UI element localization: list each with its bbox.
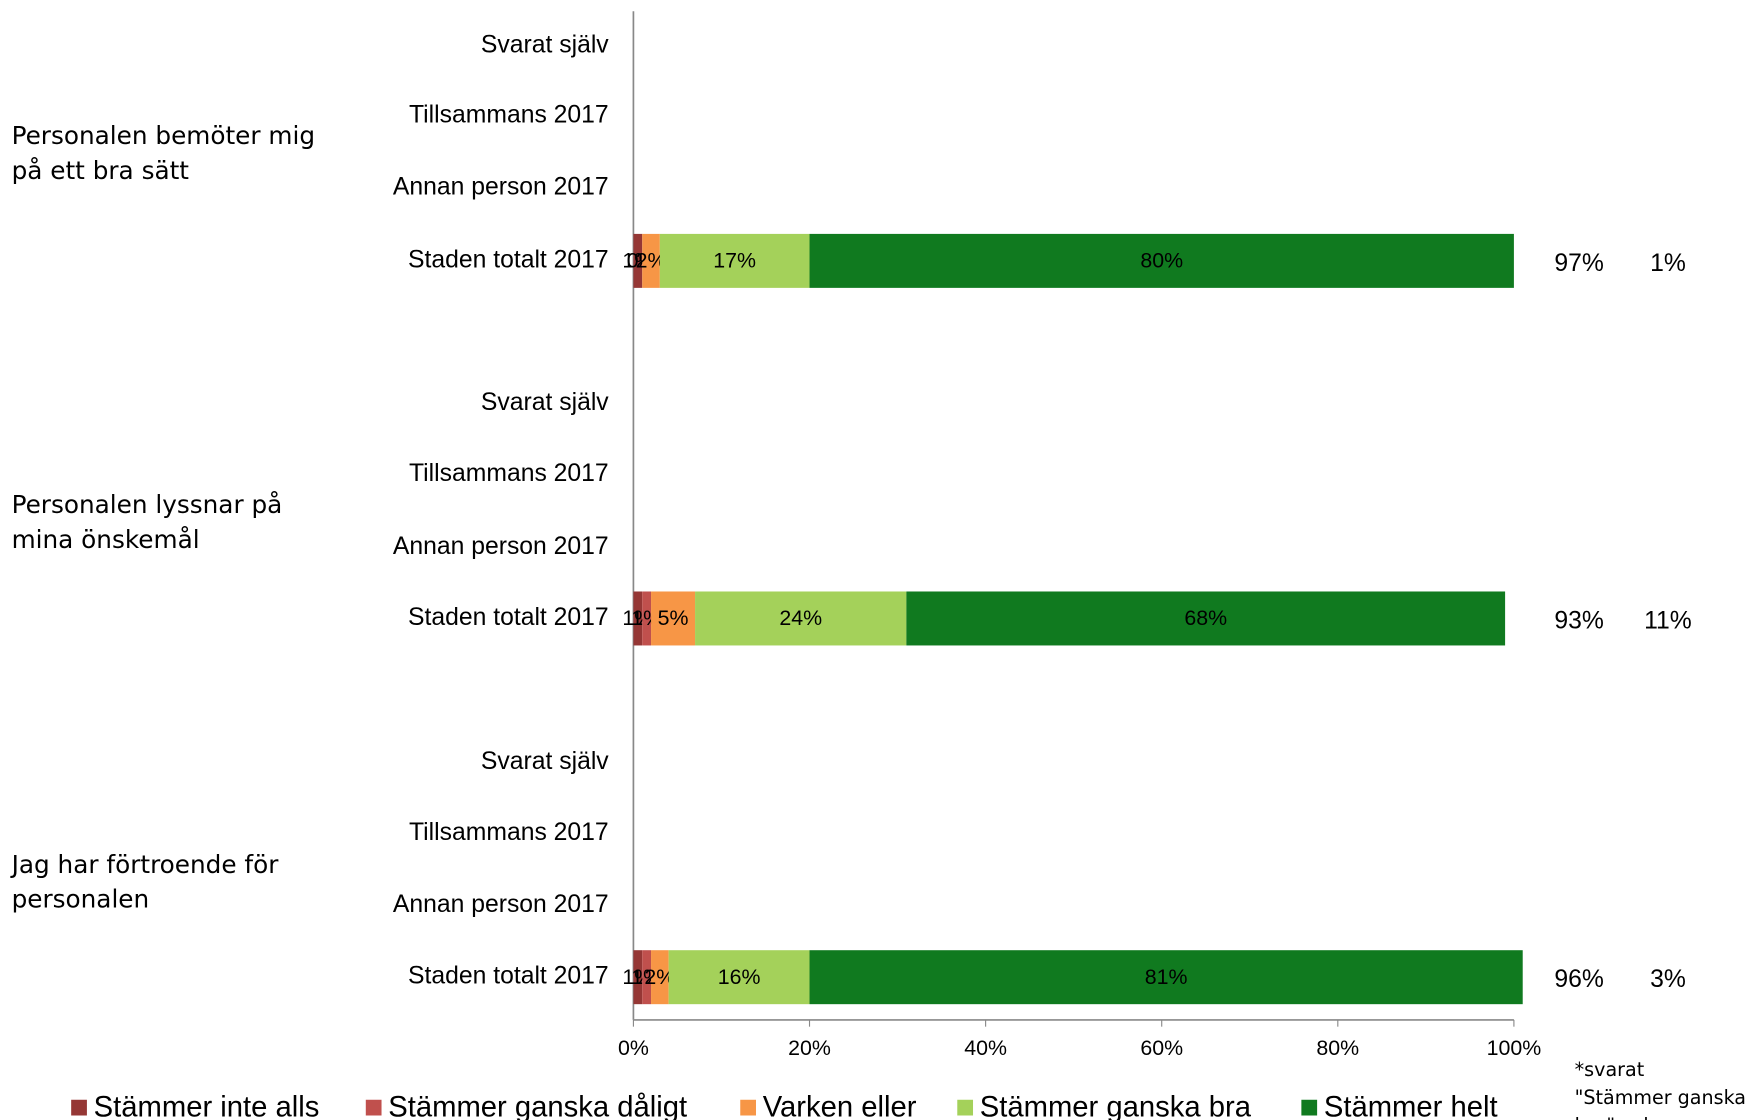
- bar-segment: [809, 233, 1514, 288]
- side-value: 93%: [1554, 607, 1603, 634]
- side-value: 97%: [1554, 250, 1603, 277]
- category-label: Tillsammans 2017: [409, 101, 609, 128]
- bar-segment: [695, 591, 907, 646]
- legend-label: Varken eller: [763, 1091, 917, 1120]
- category-label: Tillsammans 2017: [409, 460, 609, 487]
- category-label: Svarat själv: [481, 748, 609, 775]
- bar-segment: [659, 233, 810, 288]
- x-tick-label: 0%: [618, 1036, 649, 1060]
- legend-label: Stämmer helt: [1324, 1091, 1498, 1120]
- data-label: 68%: [1184, 606, 1227, 630]
- side-value: 1%: [1650, 250, 1686, 277]
- category-label: Annan person 2017: [393, 173, 609, 200]
- category-label: Staden totalt 2017: [408, 604, 609, 631]
- bar-segment: [651, 591, 696, 646]
- side-value: 96%: [1554, 966, 1603, 993]
- bar-segment: [809, 950, 1523, 1005]
- category-label: Staden totalt 2017: [408, 963, 609, 990]
- category-label: Staden totalt 2017: [408, 246, 609, 273]
- legend-label: Stämmer ganska bra: [980, 1091, 1252, 1120]
- legend-swatch: [71, 1099, 87, 1116]
- group-label: personalen: [12, 885, 150, 914]
- bar-segment: [651, 950, 669, 1005]
- bar-segment: [633, 950, 643, 1005]
- category-label: Svarat själv: [481, 389, 609, 416]
- x-tick-label: 40%: [964, 1036, 1007, 1060]
- group-label: mina önskemål: [12, 525, 200, 554]
- footnote: bra" och: [1575, 1114, 1656, 1120]
- side-value: 11%: [1644, 607, 1692, 634]
- bar-segment: [642, 591, 652, 646]
- bar-segment: [633, 233, 643, 288]
- x-tick-label: 20%: [788, 1036, 831, 1060]
- legend-swatch: [957, 1099, 974, 1116]
- data-label: 16%: [718, 965, 761, 989]
- bar-segment: [642, 233, 660, 288]
- category-label: Svarat själv: [481, 32, 609, 59]
- side-value: 3%: [1650, 966, 1686, 993]
- legend-swatch: [740, 1099, 756, 1116]
- x-tick-label: 80%: [1316, 1036, 1359, 1060]
- data-label: 17%: [713, 249, 756, 273]
- footnote: *svarat: [1575, 1058, 1645, 1081]
- category-label: Annan person 2017: [393, 533, 609, 560]
- bar-segment: [906, 591, 1506, 646]
- footnote: "Stämmer ganska: [1575, 1086, 1746, 1109]
- category-label: Tillsammans 2017: [409, 819, 609, 846]
- category-label: Annan person 2017: [393, 891, 609, 918]
- bar-segment: [633, 591, 643, 646]
- group-label: Personalen lyssnar på: [12, 490, 283, 519]
- group-label: på ett bra sätt: [12, 156, 190, 185]
- legend-label: Stämmer ganska dåligt: [388, 1091, 687, 1120]
- legend-swatch: [365, 1099, 382, 1116]
- data-label: 80%: [1140, 249, 1183, 273]
- group-label: Jag har förtroende för: [10, 850, 280, 879]
- x-tick-label: 60%: [1140, 1036, 1183, 1060]
- group-label: Personalen bemöter mig: [12, 121, 315, 150]
- legend-label: Stämmer inte alls: [94, 1091, 320, 1120]
- bar-segment: [668, 950, 810, 1005]
- data-label: 5%: [658, 606, 689, 630]
- bar-segment: [642, 950, 652, 1005]
- x-tick-label: 100%: [1487, 1036, 1542, 1060]
- data-label: 81%: [1145, 965, 1188, 989]
- legend-swatch: [1301, 1099, 1318, 1116]
- data-label: 24%: [779, 606, 822, 630]
